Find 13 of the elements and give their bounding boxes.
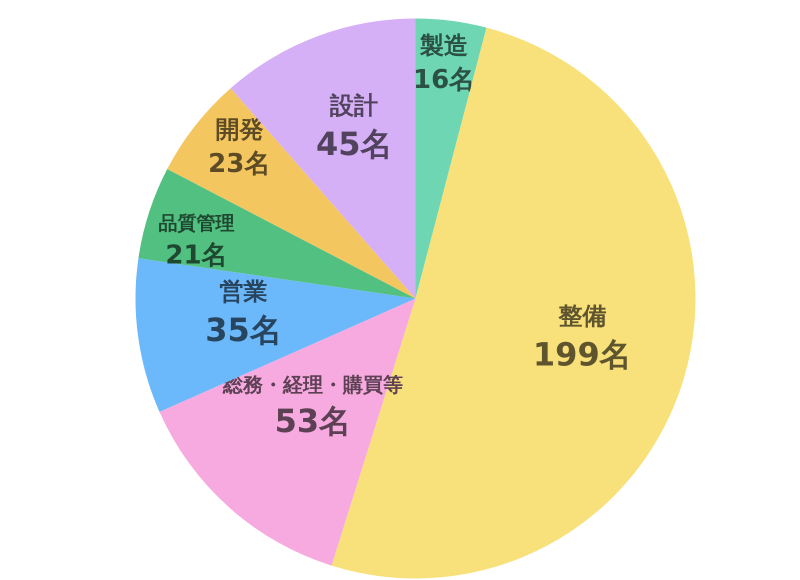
data-label: 16名 xyxy=(413,65,476,96)
data-label: 199名 xyxy=(532,335,632,374)
data-label: 23名 xyxy=(208,149,270,180)
slice-label: 営業 xyxy=(220,277,268,306)
slice-label: 開発 xyxy=(215,115,264,144)
data-label: 21名 xyxy=(165,240,228,270)
slice-label: 品質管理 xyxy=(158,212,234,235)
slice-label: 整備 xyxy=(557,302,606,330)
slice-label: 設計 xyxy=(329,91,378,120)
data-label: 45名 xyxy=(316,124,393,163)
data-label: 35名 xyxy=(205,310,282,349)
data-label: 53名 xyxy=(274,402,352,440)
slice-label: 製造 xyxy=(419,32,468,60)
